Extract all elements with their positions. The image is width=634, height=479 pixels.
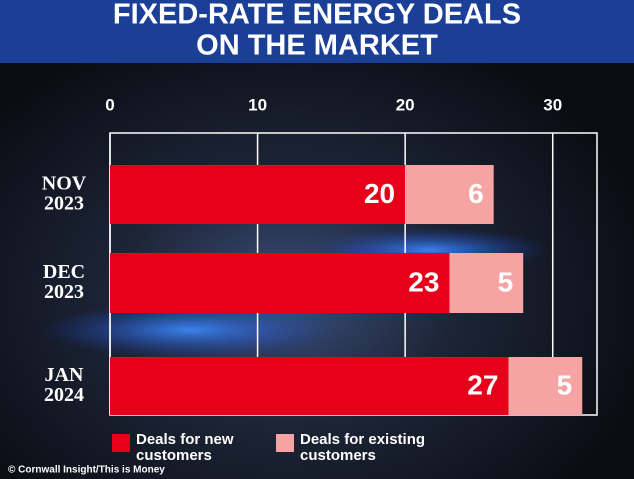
legend-swatch xyxy=(112,434,130,452)
bar-segment xyxy=(110,357,509,415)
legend-label: Deals for new customers xyxy=(136,431,234,464)
y-tick-label: JAN 2024 xyxy=(44,364,84,406)
title-banner xyxy=(0,0,634,63)
x-tick-label: 10 xyxy=(248,95,267,114)
data-label: 5 xyxy=(498,266,514,297)
x-tick-label: 20 xyxy=(396,95,415,114)
data-label: 20 xyxy=(364,178,395,209)
legend-label: Deals for existing customers xyxy=(300,431,425,464)
data-label: 23 xyxy=(408,266,439,297)
y-tick-label: NOV 2023 xyxy=(42,172,87,214)
data-label: 27 xyxy=(467,369,498,400)
legend-swatch xyxy=(276,434,294,452)
y-tick-label: DEC 2023 xyxy=(43,261,85,303)
data-label: 6 xyxy=(468,178,484,209)
bar-segment xyxy=(405,165,494,224)
bar-segment xyxy=(110,165,406,224)
background-flame xyxy=(40,302,340,358)
bar-segment xyxy=(449,253,524,313)
bar-segment xyxy=(110,253,450,313)
chart-title: FIXED-RATE ENERGY DEALS ON THE MARKET xyxy=(113,0,521,61)
source: © Cornwall Insight/This is Money xyxy=(8,465,165,476)
x-tick-label: 0 xyxy=(105,95,114,114)
bar-segment xyxy=(508,357,583,415)
x-tick-label: 30 xyxy=(543,95,562,114)
data-label: 5 xyxy=(557,369,573,400)
